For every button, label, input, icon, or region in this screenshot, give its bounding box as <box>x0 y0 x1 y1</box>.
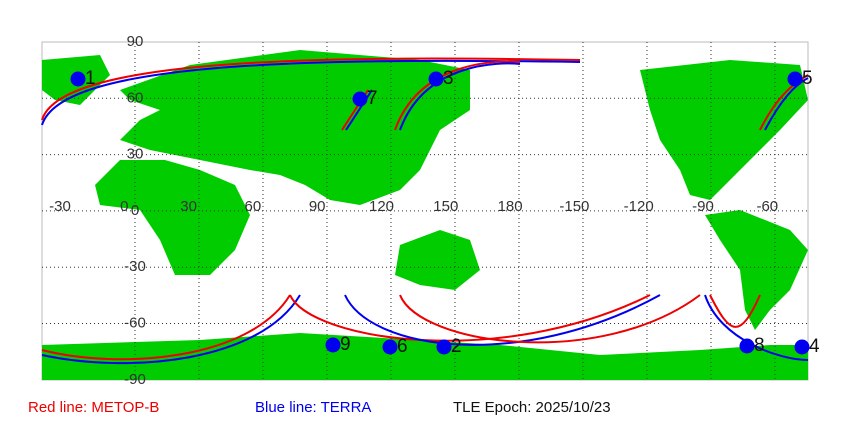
latitude-label: 60 <box>127 89 144 106</box>
satellite-label: 2 <box>451 336 462 357</box>
longitude-label: -90 <box>692 198 714 215</box>
latitude-label: -30 <box>124 258 146 275</box>
satellite-label: 1 <box>85 68 96 89</box>
longitude-label: 30 <box>180 198 197 215</box>
latitude-label: 0 <box>131 202 139 219</box>
latitude-label: -90 <box>124 371 146 388</box>
satellite-label: 7 <box>367 88 378 109</box>
longitude-label: 120 <box>369 198 394 215</box>
satellite-label: 6 <box>397 336 408 357</box>
satellite-label: 3 <box>443 68 454 89</box>
longitude-label: 180 <box>498 198 523 215</box>
satellite-label: 8 <box>754 335 765 356</box>
satellite-marker <box>325 337 341 353</box>
satellite-label: 4 <box>809 336 820 357</box>
legend-blue: Blue line: TERRA <box>255 399 371 416</box>
longitude-label: -120 <box>624 198 654 215</box>
satellite-label: 9 <box>340 334 351 355</box>
graticule <box>42 42 808 380</box>
longitude-label: -30 <box>49 198 71 215</box>
latitude-label: -60 <box>124 314 146 331</box>
longitude-label: -60 <box>756 198 778 215</box>
tle-epoch: TLE Epoch: 2025/10/23 <box>453 399 611 416</box>
satellite-marker <box>352 91 368 107</box>
longitude-label: 0 <box>120 198 128 215</box>
labels: 90 60 30 0 -30 -60 -90 -30 0 30 60 90 120 150 180 -150 -… <box>49 33 820 388</box>
satellite-marker <box>787 71 803 87</box>
longitude-label: -150 <box>559 198 589 215</box>
longitude-label: 90 <box>309 198 326 215</box>
latitude-label: 90 <box>127 33 144 50</box>
satellite-marker <box>70 71 86 87</box>
satellite-marker <box>436 339 452 355</box>
longitude-label: 150 <box>433 198 458 215</box>
satellite-marker <box>382 339 398 355</box>
satellite-label: 5 <box>802 68 813 89</box>
satellite-marker <box>428 71 444 87</box>
longitude-label: 60 <box>245 198 262 215</box>
latitude-label: 30 <box>127 146 144 163</box>
satellite-marker <box>794 339 810 355</box>
satellite-marker <box>739 338 755 354</box>
ground-tracks <box>41 57 809 365</box>
legend-red: Red line: METOP-B <box>28 399 159 416</box>
